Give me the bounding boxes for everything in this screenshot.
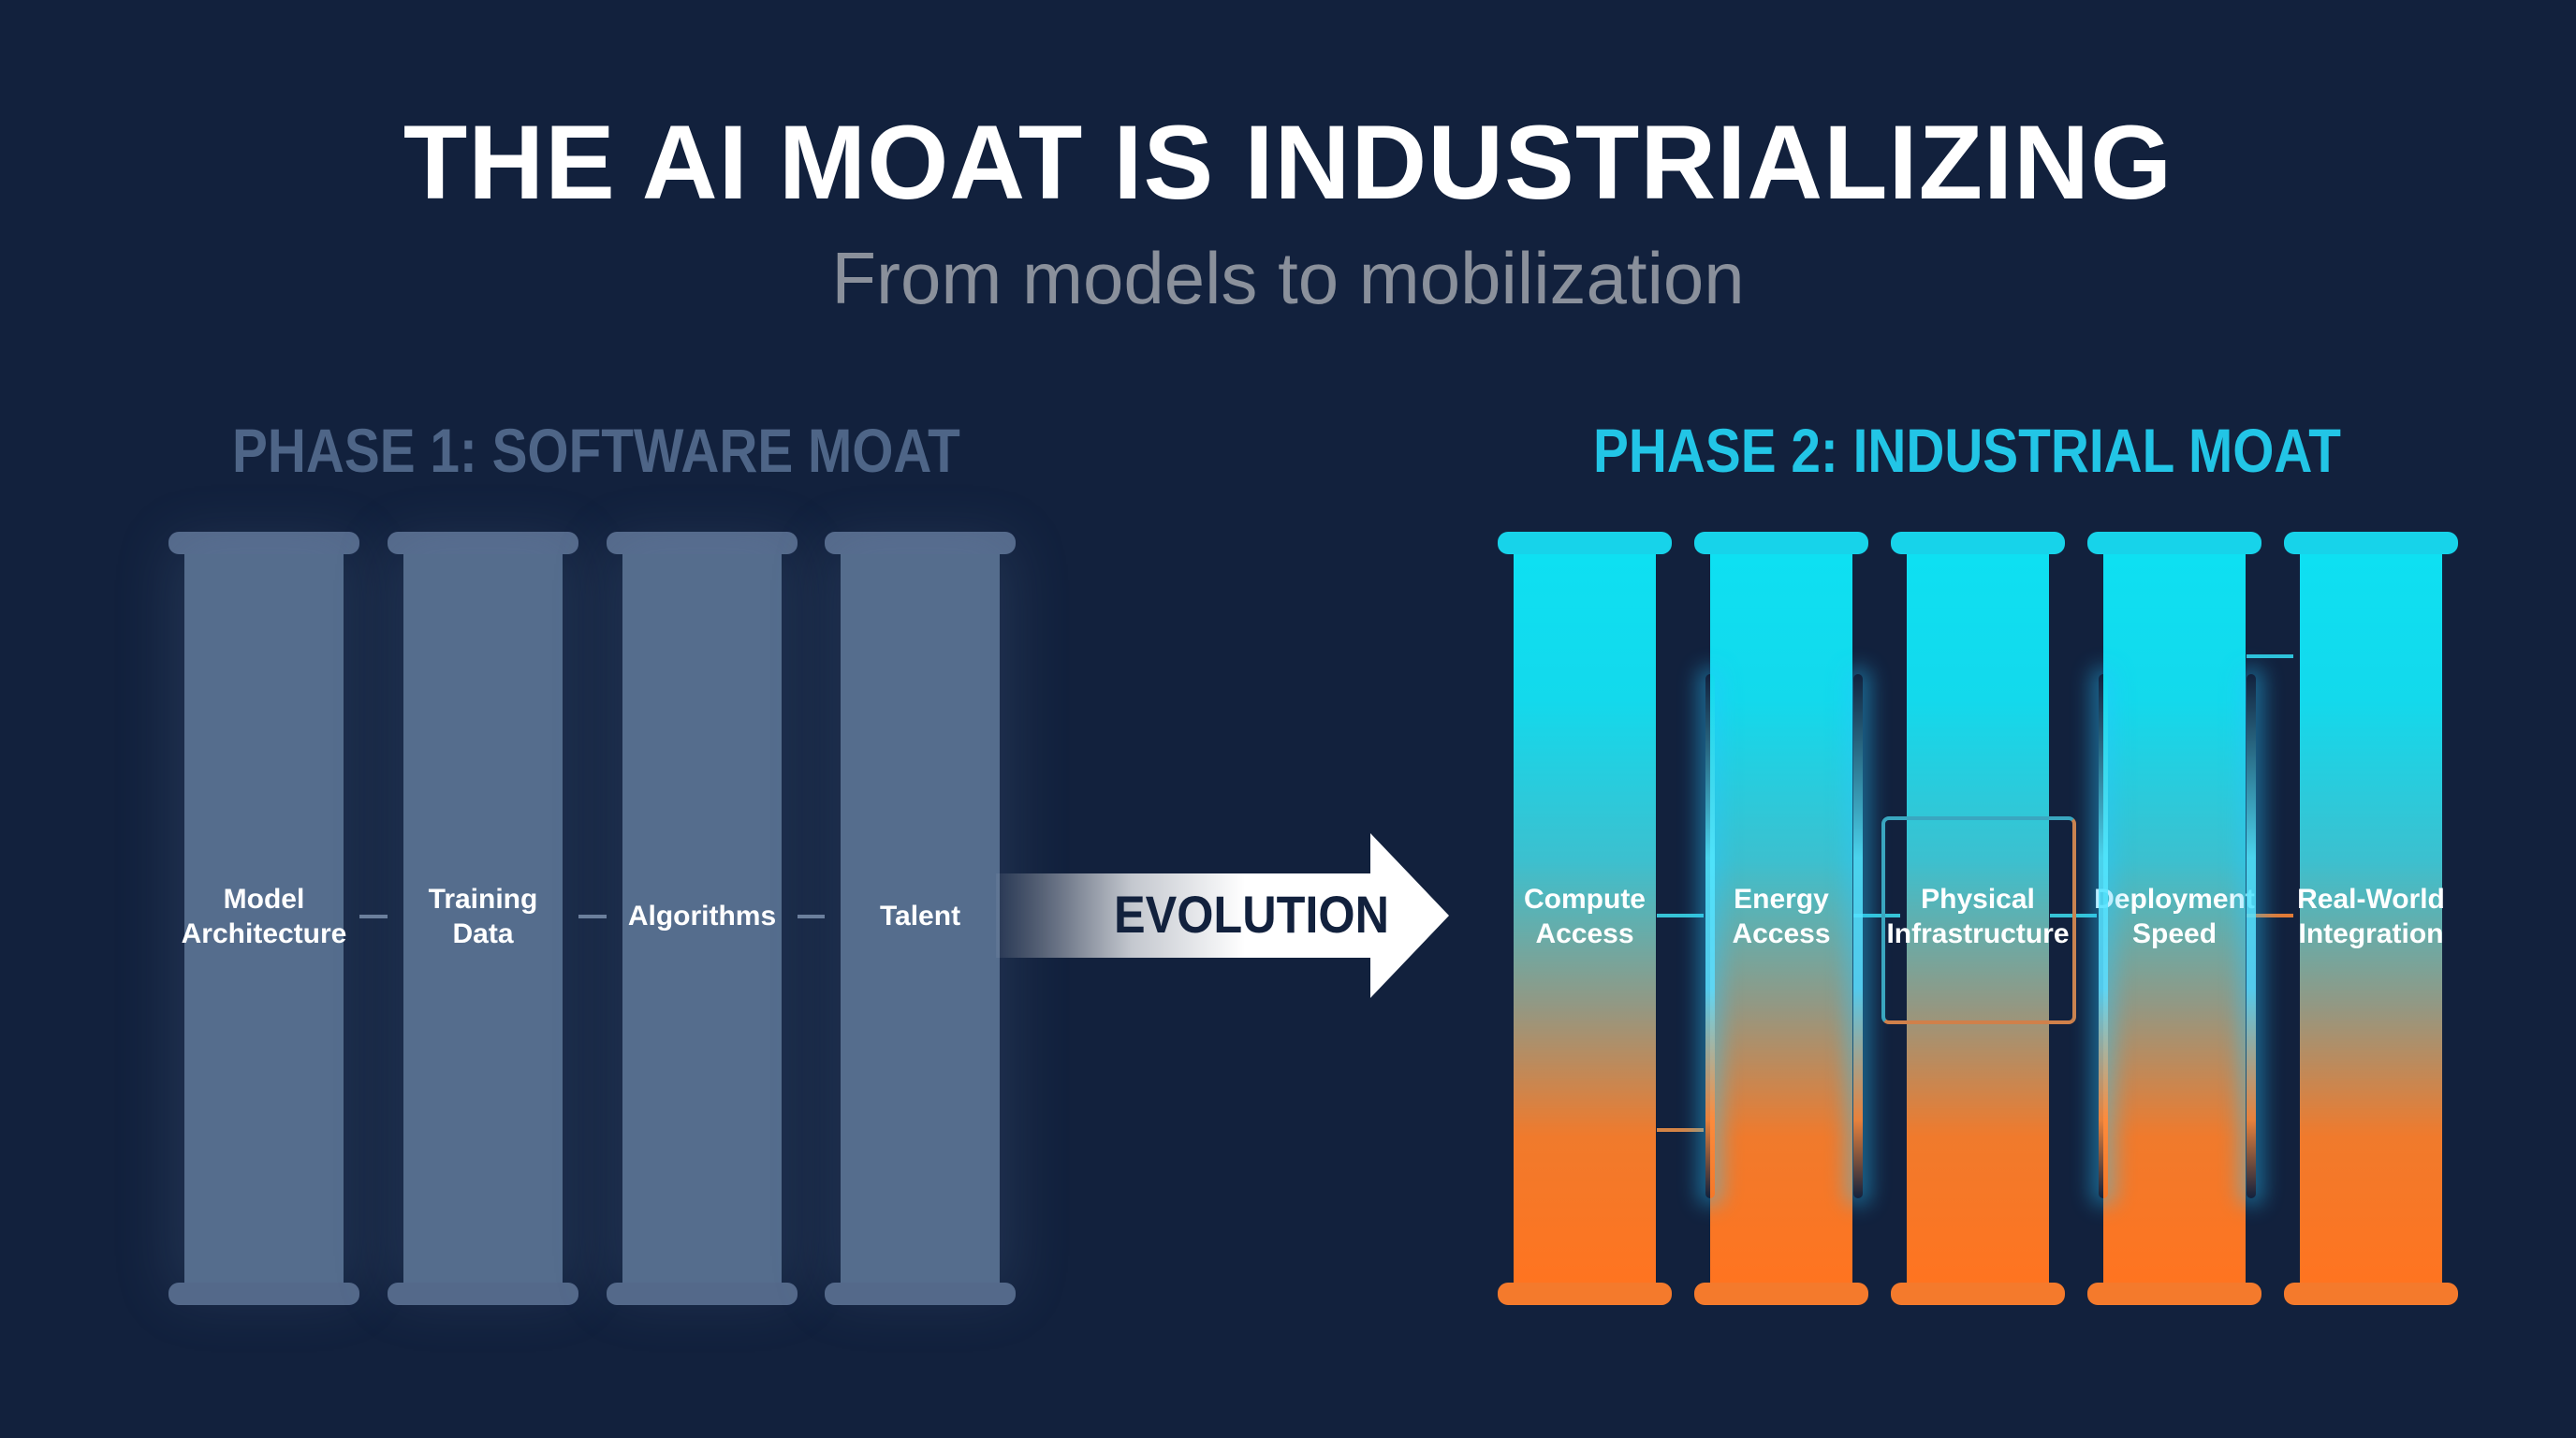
pillar-model-architecture: Model Architecture [168, 532, 359, 1305]
pillar-cap-bottom [1891, 1283, 2065, 1305]
energy-glow [1705, 674, 1715, 1198]
pillar-label: Real-World Integration [2297, 884, 2445, 949]
phase2-connector [1853, 914, 1900, 917]
pillar-shaft [1710, 554, 1852, 1283]
phase2-heading: PHASE 2: INDUSTRIAL MOAT [1593, 416, 2341, 485]
pillar-label: Compute Access [1524, 884, 1646, 949]
pillar-cap-top [607, 532, 798, 554]
phase1-connector [578, 915, 607, 918]
energy-glow [2247, 674, 2256, 1198]
pillar-energy-access: Energy Access [1694, 532, 1868, 1305]
pillar-shaft [2300, 554, 2442, 1283]
pillar-label: Model Architecture [181, 884, 347, 949]
phase1-heading: PHASE 1: SOFTWARE MOAT [232, 416, 960, 485]
pillar-talent: Talent [825, 532, 1016, 1305]
pillar-cap-top [1498, 532, 1672, 554]
pillar-shaft [841, 554, 1000, 1283]
pillar-cap-bottom [388, 1283, 578, 1305]
pillar-label: Deployment Speed [2094, 884, 2255, 949]
pillar-label: Algorithms [627, 901, 777, 932]
page-title: THE AI MOAT IS INDUSTRIALIZING [402, 104, 2174, 221]
pillar-shaft [2103, 554, 2246, 1283]
pillar-cap-bottom [168, 1283, 359, 1305]
phase2-connector [1657, 914, 1704, 917]
phase1-connector [359, 915, 388, 918]
phase2-connector [2247, 654, 2293, 658]
pillar-shaft [184, 554, 344, 1283]
pillar-shaft [1514, 554, 1656, 1283]
pillar-cap-bottom [2284, 1283, 2458, 1305]
pillar-real-world-integration: Real-World Integration [2284, 532, 2458, 1305]
pillar-cap-bottom [1694, 1283, 1868, 1305]
pillar-shaft [622, 554, 782, 1283]
pillar-cap-bottom [1498, 1283, 1672, 1305]
pillar-cap-top [168, 532, 359, 554]
phase1-connector [798, 915, 825, 918]
pillar-training-data: Training Data [388, 532, 578, 1305]
pillar-label: Physical Infrastructure [1886, 884, 2070, 949]
pillar-cap-bottom [607, 1283, 798, 1305]
pillar-shaft [403, 554, 563, 1283]
pillar-algorithms: Algorithms [607, 532, 798, 1305]
pillar-compute-access: Compute Access [1498, 532, 1672, 1305]
pillar-cap-top [388, 532, 578, 554]
pillar-shaft [1907, 554, 2049, 1283]
phase2-connector [2247, 914, 2293, 917]
pillar-physical-infrastructure: Physical Infrastructure [1886, 532, 2070, 1305]
pillar-cap-top [2087, 532, 2261, 554]
pillar-label: Talent [879, 901, 961, 932]
phase2-connector [1657, 1128, 1704, 1132]
pillar-cap-top [1891, 532, 2065, 554]
pillar-label: Training Data [428, 884, 538, 949]
energy-glow [1853, 674, 1863, 1198]
page-subtitle: From models to mobilization [831, 237, 1745, 319]
pillar-cap-top [825, 532, 1016, 554]
pillar-cap-bottom [825, 1283, 1016, 1305]
evolution-label: EVOLUTION [1114, 885, 1390, 944]
infrastructure-bracket [1881, 816, 2076, 1024]
energy-glow [2099, 674, 2108, 1198]
pillar-cap-top [2284, 532, 2458, 554]
evolution-arrow [996, 833, 1449, 998]
pillar-label: Energy Access [1732, 884, 1831, 949]
pillar-cap-bottom [2087, 1283, 2261, 1305]
pillar-deployment-speed: Deployment Speed [2087, 532, 2261, 1305]
pillar-cap-top [1694, 532, 1868, 554]
